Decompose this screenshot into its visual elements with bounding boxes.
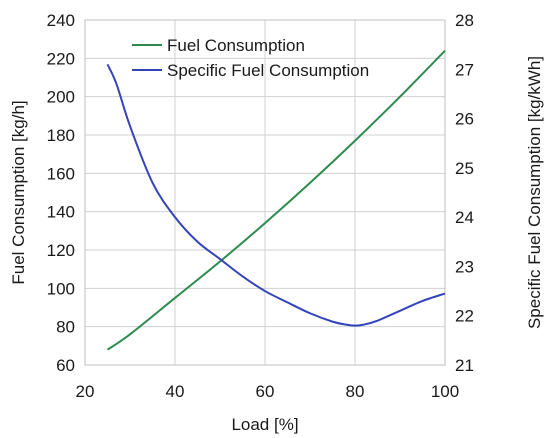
legend: Fuel Consumption Specific Fuel Consumpti…	[132, 36, 369, 80]
series-line-fuel-consumption	[106, 49, 446, 351]
plot-area	[84, 19, 446, 366]
y-tick-label: 100	[47, 279, 75, 298]
y-tick-label: 200	[47, 88, 75, 107]
y-axis-title: Fuel Consumption [kg/h]	[9, 100, 28, 284]
y2-tick-label: 21	[455, 356, 474, 375]
legend-label-fuel-consumption: Fuel Consumption	[167, 36, 305, 55]
y-tick-label: 60	[56, 356, 75, 375]
y2-tick-label: 28	[455, 11, 474, 30]
y2-tick-label: 26	[455, 110, 474, 129]
y2-tick-label: 23	[455, 257, 474, 276]
y-tick-label: 160	[47, 164, 75, 183]
y2-axis-title: Specific Fuel Consumption [kg/kWh]	[525, 56, 544, 329]
tick-labels: 20 40 60 80 100 60 80 100 120 140 160 180 200 220 240 2…	[47, 11, 474, 401]
y-tick-label: 180	[47, 126, 75, 145]
y2-tick-label: 24	[455, 208, 474, 227]
legend-label-specific-fuel-consumption: Specific Fuel Consumption	[167, 61, 369, 80]
series-layer	[106, 49, 446, 351]
y2-tick-label: 25	[455, 159, 474, 178]
y2-tick-label: 27	[455, 60, 474, 79]
y2-tick-label: 22	[455, 307, 474, 326]
series-line-specific-fuel-consumption	[106, 63, 446, 327]
x-tick-label: 60	[256, 382, 275, 401]
y-tick-label: 80	[56, 318, 75, 337]
y-tick-label: 240	[47, 11, 75, 30]
x-tick-label: 20	[76, 382, 95, 401]
y-tick-label: 120	[47, 241, 75, 260]
x-tick-label: 100	[431, 382, 459, 401]
x-tick-label: 80	[346, 382, 365, 401]
x-axis-title: Load [%]	[231, 415, 298, 434]
y-tick-label: 220	[47, 49, 75, 68]
y-tick-label: 140	[47, 203, 75, 222]
x-tick-label: 40	[166, 382, 185, 401]
